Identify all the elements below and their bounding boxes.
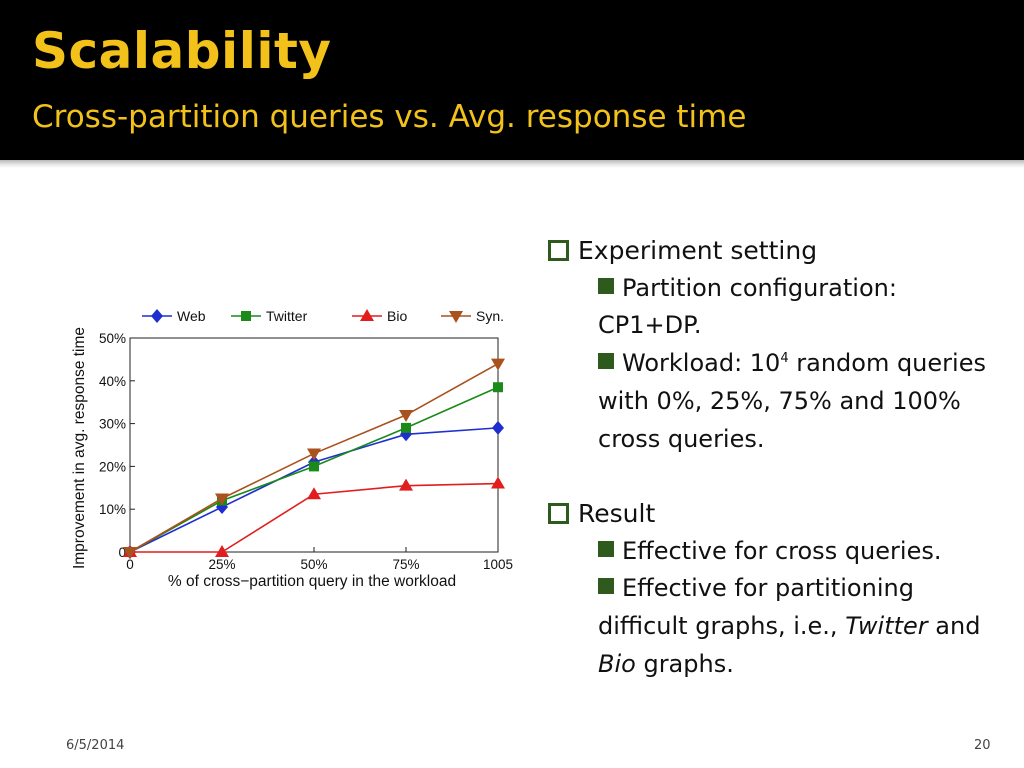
solid-square-bullet-icon (598, 578, 614, 595)
y-axis-label: Improvement in avg. response time (71, 327, 88, 569)
y-tick-label: 30% (99, 417, 126, 432)
legend-marker-syn (449, 311, 463, 323)
x-tick-label: 50% (300, 557, 327, 572)
legend-label-twitter: Twitter (266, 308, 308, 324)
data-point-syn (307, 448, 321, 461)
bullet-list: Experiment setting Partition configurati… (548, 232, 998, 684)
footer-date: 6/5/2014 (66, 738, 125, 753)
bullet-partition-configuration: Partition configuration: CP1+DP. (598, 270, 998, 346)
legend-marker-web (151, 309, 163, 323)
superscript: 4 (780, 351, 789, 367)
legend-marker-bio (360, 309, 374, 321)
chart-series (123, 358, 505, 559)
data-point-web (400, 427, 412, 442)
x-tick-label: 25% (208, 557, 235, 572)
data-point-syn (123, 547, 137, 559)
slide-title: Scalability (32, 22, 332, 80)
slide-subtitle: Cross-partition queries vs. Avg. respons… (32, 99, 747, 135)
y-tick-label: 40% (99, 374, 126, 389)
y-tick-label: 20% (99, 459, 126, 474)
legend-label-syn: Syn. (476, 308, 504, 324)
bullet-heading: Result (578, 499, 656, 529)
title-bar (0, 0, 1024, 160)
solid-square-bullet-icon (598, 353, 614, 370)
bullet-text: Workload: 10 (622, 349, 781, 378)
bullet-text: Effective for cross queries. (622, 536, 942, 565)
bullet-effective-partitioning: Effective for partitioning difficult gra… (598, 570, 998, 684)
bullet-effective-cross-queries: Effective for cross queries. (598, 533, 998, 571)
data-point-bio (399, 478, 413, 491)
data-point-syn (491, 358, 505, 371)
bullet-text: Effective for partitioning difficult gra… (598, 574, 914, 641)
x-tick-label: 75% (392, 557, 419, 572)
data-point-twitter (309, 461, 319, 472)
data-point-bio (215, 545, 229, 557)
hollow-square-bullet-icon (548, 240, 569, 262)
bullet-text: graphs. (635, 650, 734, 679)
data-point-twitter (401, 422, 411, 433)
data-point-syn (399, 410, 413, 423)
bullet-text: random queries with 0%, 25%, 75% and 100… (598, 349, 986, 454)
response-time-chart: 0 10% 20% 30% 40% 50% 0 25% 50% 75% 1005 Web Twitte… (71, 308, 513, 590)
emphasis-twitter: Twitter (845, 612, 928, 641)
y-tick-label: 10% (99, 502, 126, 517)
solid-square-bullet-icon (598, 540, 614, 557)
data-point-bio (491, 476, 505, 489)
data-point-bio (307, 487, 321, 500)
data-point-web (492, 420, 504, 435)
bullet-workload: Workload: 104 random queries with 0%, 25… (598, 345, 998, 459)
data-point-syn (215, 493, 229, 506)
bullet-experiment-setting: Experiment setting (548, 232, 998, 270)
solid-square-bullet-icon (598, 277, 614, 294)
legend-label-web: Web (177, 308, 206, 324)
chart-axes: 0 10% 20% 30% 40% 50% 0 25% 50% 75% 1005 (99, 331, 513, 572)
page-number: 20 (974, 738, 991, 753)
bullet-text: and (927, 612, 981, 641)
legend-marker-twitter (241, 311, 251, 321)
legend-label-bio: Bio (387, 308, 407, 324)
y-tick-label: 50% (99, 331, 126, 346)
chart-legend: Web Twitter Bio Syn. (142, 308, 504, 324)
bullet-result: Result (548, 495, 998, 533)
emphasis-bio: Bio (598, 650, 636, 679)
data-point-twitter (493, 382, 503, 393)
x-axis-label: % of cross−partition query in the worklo… (168, 573, 456, 590)
x-tick-label: 0 (126, 557, 134, 572)
hollow-square-bullet-icon (548, 503, 569, 525)
bullet-text: Partition configuration: CP1+DP. (598, 273, 897, 340)
title-divider (0, 160, 1024, 168)
bullet-heading: Experiment setting (578, 236, 818, 265)
y-tick-label: 0 (118, 545, 126, 560)
x-tick-label: 1005 (483, 557, 513, 572)
